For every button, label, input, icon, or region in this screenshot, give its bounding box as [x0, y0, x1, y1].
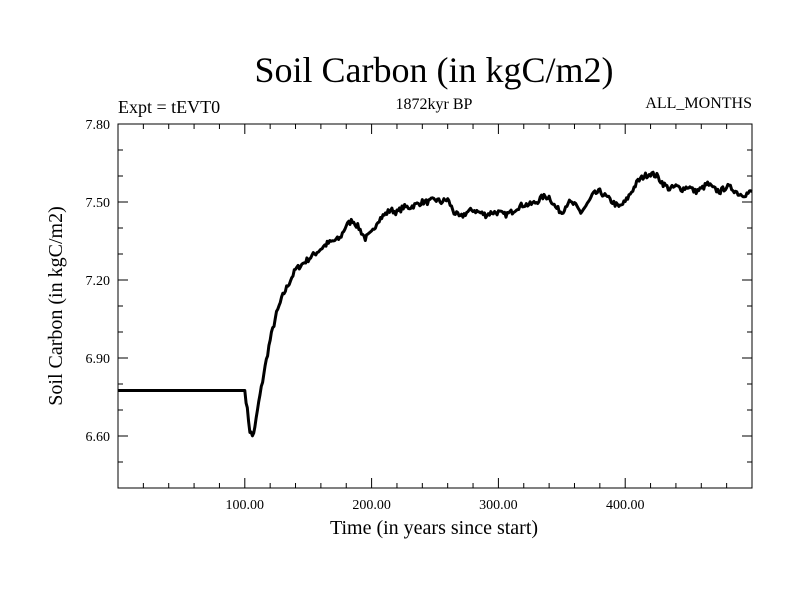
- subtitle-months: ALL_MONTHS: [645, 95, 752, 112]
- chart-title: Soil Carbon (in kgC/m2): [255, 50, 614, 90]
- tick-labels: 100.00 200.00 300.00 400.00 6.60 6.90 7.20 7.50…: [86, 118, 645, 513]
- x-axis-label: Time (in years since start): [330, 517, 538, 539]
- y-tick-label: 7.80: [86, 118, 111, 133]
- y-tick-label: 6.60: [86, 430, 111, 445]
- plot-frame: [117, 123, 753, 489]
- y-tick-label: 6.90: [86, 352, 111, 367]
- x-tick-label: 200.00: [352, 498, 391, 513]
- y-axis-label: Soil Carbon (in kgC/m2): [45, 206, 67, 405]
- x-tick-label: 300.00: [479, 498, 518, 513]
- axis-ticks: [118, 124, 752, 488]
- subtitle-experiment: Expt = tEVT0: [118, 97, 220, 117]
- subtitle-period: 1872kyr BP: [396, 96, 473, 113]
- y-tick-label: 7.50: [86, 196, 111, 211]
- y-tick-label: 7.20: [86, 274, 111, 289]
- x-tick-label: 400.00: [606, 498, 645, 513]
- x-tick-label: 100.00: [226, 498, 265, 513]
- soil-carbon-series-line: [117, 170, 753, 438]
